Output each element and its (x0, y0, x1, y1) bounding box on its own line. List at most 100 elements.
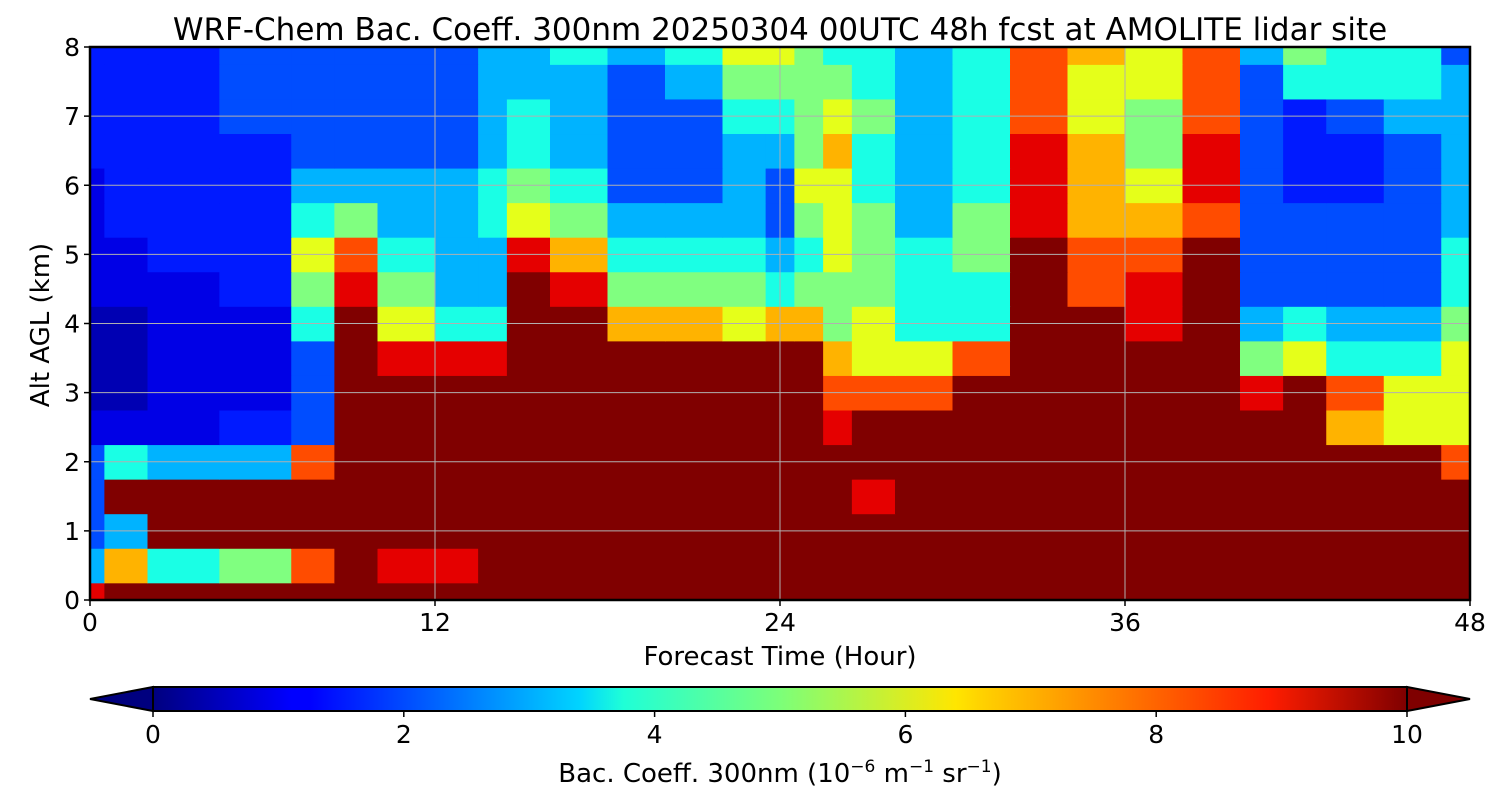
heatmap-cell (1125, 202, 1184, 238)
heatmap-cell (550, 202, 609, 238)
heatmap-cell (1182, 409, 1241, 446)
heatmap-cell (794, 47, 824, 65)
heatmap-cell (1240, 340, 1284, 376)
heatmap-cell (823, 582, 853, 601)
heatmap-cell (1326, 479, 1385, 515)
heatmap-cell (1326, 64, 1385, 100)
heatmap-cell (90, 340, 105, 376)
heatmap-cell (1182, 64, 1241, 100)
heatmap-cell (665, 582, 724, 601)
heatmap-cell (219, 409, 292, 446)
heatmap-cell (1240, 582, 1284, 601)
heatmap-cell (1182, 340, 1241, 376)
heatmap-cell (478, 479, 508, 515)
y-tick-label: 2 (64, 448, 80, 477)
heatmap-cell (550, 409, 609, 446)
heatmap-cell (1383, 548, 1442, 584)
heatmap-cell (1383, 409, 1442, 446)
heatmap-cell (147, 409, 220, 446)
heatmap-cell (334, 409, 379, 446)
heatmap-cell (1441, 409, 1471, 446)
heatmap-cell (1283, 548, 1327, 584)
heatmap-cell (104, 340, 149, 376)
heatmap-cell (851, 64, 896, 100)
heatmap-cell (90, 47, 105, 65)
heatmap-cell (435, 409, 479, 446)
heatmap-cell (794, 340, 824, 376)
colorbar: 0 2 4 6 8 10 Bac. Coeff. 300nm (10−6 m−1 sr−1… (89, 685, 1471, 789)
heatmap-cell (1125, 409, 1184, 446)
heatmap-cell (435, 47, 479, 65)
heatmap-cell (665, 479, 724, 515)
heatmap-cell (104, 271, 149, 307)
heatmap-cell (851, 340, 896, 376)
heatmap-cell (823, 133, 853, 169)
heatmap-cell (291, 409, 335, 446)
heatmap-cell (334, 64, 379, 100)
heatmap-cell (1010, 582, 1069, 601)
heatmap-cell (1067, 548, 1126, 584)
heatmap-cell (104, 47, 149, 65)
colorbar-tick-label: 4 (647, 720, 663, 749)
y-tick-label: 4 (64, 310, 80, 339)
heatmap-cell (895, 64, 954, 100)
heatmap-cell (90, 548, 105, 584)
heatmap-cell (147, 202, 220, 238)
heatmap-cell (147, 271, 220, 307)
colorbar-gradient (152, 686, 1408, 712)
heatmap-cell (104, 409, 149, 446)
heatmap-cell (722, 409, 767, 446)
heatmap-cell (607, 47, 666, 65)
heatmap-cell (851, 479, 896, 515)
heatmap-cell (1125, 548, 1184, 584)
heatmap-cell (1010, 133, 1069, 169)
heatmap-cell (607, 479, 666, 515)
heatmap-cell (665, 409, 724, 446)
heatmap-cell (823, 202, 853, 238)
heatmap-cell (952, 202, 1011, 238)
colorbar-tick-label: 2 (396, 720, 412, 749)
heatmap-cell (1326, 133, 1385, 169)
heatmap-cell (550, 479, 609, 515)
heatmap-cell (1125, 271, 1184, 307)
heatmap-cell (506, 202, 551, 238)
heatmap-cell (1067, 409, 1126, 446)
heatmap-cell (1067, 271, 1126, 307)
heatmap-cell (607, 548, 666, 584)
heatmap-cell (377, 133, 436, 169)
heatmap-cell (1383, 271, 1442, 307)
heatmap-cell (722, 582, 767, 601)
heatmap-cell (1010, 202, 1069, 238)
heatmap-cell (895, 340, 954, 376)
heatmap-cell (823, 47, 853, 65)
heatmap-cell (291, 479, 335, 515)
heatmap-cell (1383, 202, 1442, 238)
heatmap-cell (435, 479, 479, 515)
heatmap-cell (1383, 64, 1442, 100)
heatmap-cell (1010, 479, 1069, 515)
heatmap-cell (377, 409, 436, 446)
heatmap-cell (147, 548, 220, 584)
heatmap-cell (334, 47, 379, 65)
heatmap-cell (952, 409, 1011, 446)
colorbar-tick-label: 0 (145, 720, 161, 749)
heatmap-cell (665, 202, 724, 238)
heatmap-cell (219, 64, 292, 100)
heatmap-cell (895, 548, 954, 584)
heatmap-cell (665, 64, 724, 100)
heatmap-cell (90, 133, 105, 169)
heatmap-cell (147, 133, 220, 169)
heatmap-cell (607, 133, 666, 169)
heatmap-cell (952, 582, 1011, 601)
heatmap-cell (1326, 548, 1385, 584)
heatmap-cell (1441, 582, 1471, 601)
heatmap-cell (1067, 133, 1126, 169)
heatmap-cell (1125, 582, 1184, 601)
heatmap-cell (377, 202, 436, 238)
heatmap-cell (435, 548, 479, 584)
heatmap-cell (104, 202, 149, 238)
heatmap-cell (219, 47, 292, 65)
heatmap-cell (90, 582, 105, 601)
heatmap-cell (506, 271, 551, 307)
